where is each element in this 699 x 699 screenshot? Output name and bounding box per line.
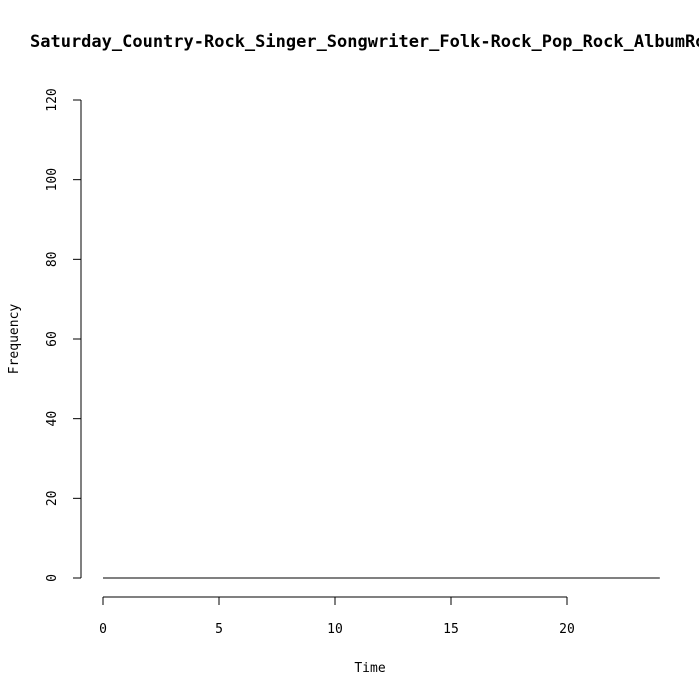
x-axis-label: Time xyxy=(354,661,385,676)
x-tick-label: 20 xyxy=(559,622,575,637)
x-tick-label: 0 xyxy=(99,622,107,637)
y-tick-label: 120 xyxy=(45,88,60,111)
y-tick-label: 20 xyxy=(45,491,60,507)
x-tick-label: 10 xyxy=(327,622,343,637)
y-tick-label: 60 xyxy=(45,331,60,347)
x-tick-label: 15 xyxy=(443,622,459,637)
y-tick-label: 100 xyxy=(45,168,60,191)
y-tick-label: 40 xyxy=(45,411,60,427)
x-ticks: 0 5 10 15 20 xyxy=(99,597,575,637)
y-axis-label: Frequency xyxy=(7,304,22,375)
y-tick-label: 80 xyxy=(45,252,60,268)
y-tick-label: 0 xyxy=(45,574,60,582)
y-ticks: 0 20 40 60 80 100 120 xyxy=(45,88,81,582)
chart-title: Saturday_Country-Rock_Singer_Songwriter_… xyxy=(30,32,699,52)
x-tick-label: 5 xyxy=(215,622,223,637)
